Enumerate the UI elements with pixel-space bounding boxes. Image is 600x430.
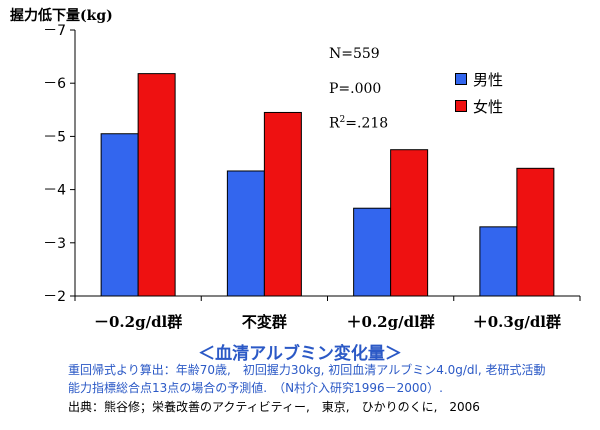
- legend-swatch-male: [455, 73, 467, 85]
- legend-item-male: 男性: [455, 69, 503, 89]
- bar-female-3: [516, 167, 555, 297]
- legend-label-male: 男性: [473, 70, 504, 89]
- y-axis-title: 握力低下量(kg): [10, 8, 113, 24]
- stat-r2-prefix: R: [329, 115, 340, 132]
- stat-r2: R2=.218: [329, 115, 388, 132]
- note-line-2: 能力指標総合点13点の場合の予測値. （N村介入研究1996－2000）.: [68, 381, 443, 395]
- x-axis-title: ＜血清アルブミン変化量＞: [198, 344, 402, 364]
- x-tick-label-2: ＋0.2g/dl群: [347, 313, 435, 331]
- legend-swatch-female: [455, 100, 467, 112]
- legend-label-female: 女性: [473, 97, 504, 116]
- note-line-1: 重回帰式より算出：年齢70歳, 初回握力30kg, 初回血清アルブミン4.0g/…: [68, 363, 546, 377]
- bar-female-0: [137, 73, 176, 297]
- y-tick-label-5: －7: [43, 23, 66, 39]
- bar-female-1: [263, 111, 302, 297]
- x-tick-label-3: ＋0.3g/dl群: [473, 313, 561, 331]
- y-tick-label-0: －2: [43, 289, 66, 305]
- y-tick-label-1: －3: [43, 236, 66, 252]
- stat-n: N=559: [329, 46, 380, 62]
- bar-male-3: [479, 226, 518, 297]
- y-tick-label-4: －6: [43, 76, 66, 92]
- stat-r2-sup: 2: [339, 115, 346, 125]
- y-tick-label-3: －5: [43, 129, 66, 145]
- legend-item-female: 女性: [455, 96, 503, 116]
- stat-r2-suffix: =.218: [345, 115, 389, 132]
- bar-female-2: [390, 149, 429, 297]
- source-line: 出典：熊谷修；栄養改善のアクティビティー, 東京, ひかりのくに, 2006: [68, 400, 480, 414]
- y-tick-label-2: －4: [43, 183, 66, 199]
- legend: 男性 女性: [455, 69, 503, 123]
- bar-chart: －0.2g/dl群 不変群 ＋0.2g/dl群 ＋0.3g/dl群 －2 －3 －4 －5 －6…: [43, 23, 581, 331]
- bar-male-2: [353, 207, 392, 297]
- bar-male-1: [226, 170, 265, 297]
- x-tick-label-0: －0.2g/dl群: [94, 313, 182, 331]
- stat-p: P=.000: [329, 81, 382, 97]
- x-tick-label-1: 不変群: [242, 313, 287, 331]
- bar-male-0: [100, 133, 139, 297]
